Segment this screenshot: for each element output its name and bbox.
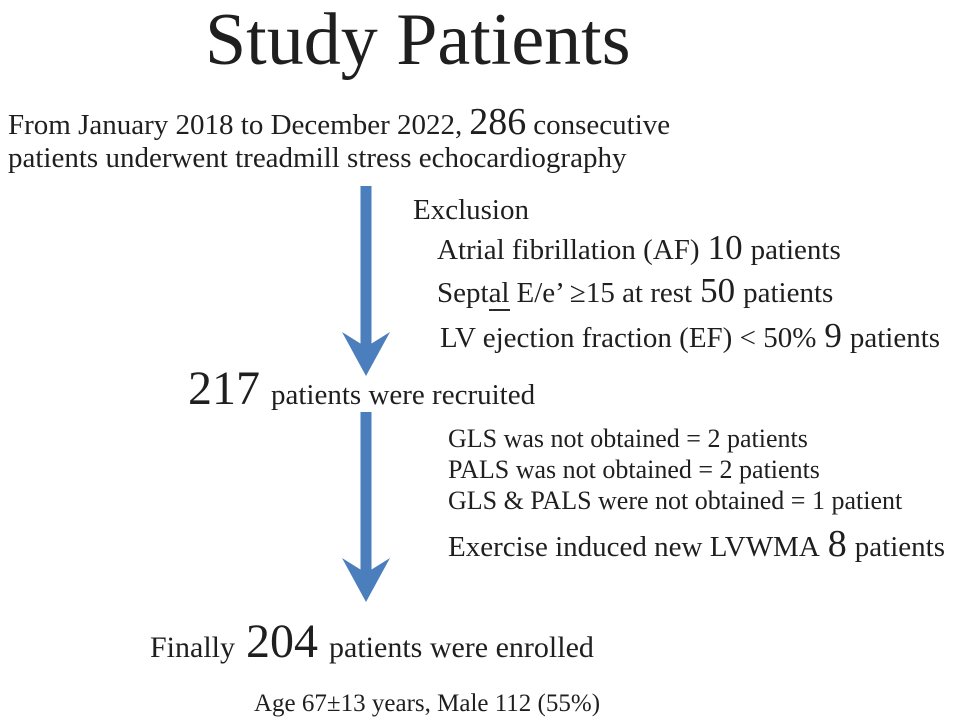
- exercise-unit: patients: [854, 531, 945, 563]
- enrolled-count: 204: [246, 615, 319, 668]
- exclusion2-block: GLS was not obtained = 2 patients PALS w…: [448, 423, 902, 516]
- recruited-line: 217 patients were recruited: [188, 365, 536, 413]
- exclusion2-line-gls-pals: GLS & PALS were not obtained = 1 patient: [448, 486, 903, 515]
- lvwma-count: 8: [827, 523, 847, 565]
- arrow-shaft: [360, 186, 372, 348]
- exclusion-item2-unit: patients: [743, 277, 834, 309]
- exclusion-item1-unit: patients: [750, 234, 841, 266]
- arrow-shaft: [360, 412, 372, 574]
- exclusion-item-septal: Septal E/e’ ≥15 at rest 50 patients: [437, 273, 834, 311]
- exclusion-label: Exclusion: [413, 194, 529, 226]
- intro-line1-suffix: consecutive: [533, 109, 671, 141]
- down-arrow-icon: [342, 186, 390, 376]
- exclusion-item-af: Atrial fibrillation (AF) 10 patients: [437, 230, 841, 268]
- intro-line-2: patients underwent treadmill stress echo…: [8, 142, 627, 174]
- demographics-line: Age 67±13 years, Male 112 (55%): [254, 690, 601, 717]
- exclusion2-line-pals: PALS was not obtained = 2 patients: [448, 455, 820, 484]
- down-arrow-icon: [342, 412, 390, 602]
- intro-line-1: From January 2018 to December 2022, 286 co…: [8, 103, 671, 143]
- recruited-text: patients were recruited: [271, 379, 536, 411]
- exclusion-item2-underlined: al: [488, 277, 510, 311]
- exclusion-item-ef: LV ejection fraction (EF) < 50% 9 patients: [440, 318, 941, 356]
- arrow-head: [342, 558, 390, 602]
- exclusion-item2-text-start: Sept: [437, 277, 489, 309]
- exclusion-item1-text: Atrial fibrillation (AF): [437, 234, 700, 266]
- ef-count: 9: [824, 316, 842, 355]
- arrow-head: [342, 332, 390, 376]
- enrolled-text-before: Finally: [150, 631, 236, 664]
- total-patients-count: 286: [469, 101, 527, 143]
- page-title: Study Patients: [205, 0, 631, 81]
- enrolled-line: Finally 204 patients were enrolled: [150, 618, 594, 667]
- exclusion-item3-text: LV ejection fraction (EF) < 50%: [440, 322, 817, 354]
- exercise-text: Exercise induced new LVWMA: [448, 531, 820, 563]
- recruited-count: 217: [188, 362, 260, 415]
- exclusion-item2-text-end: E/e’ ≥15 at rest: [516, 277, 693, 309]
- enrolled-text-after: patients were enrolled: [329, 631, 594, 664]
- af-count: 10: [707, 228, 743, 267]
- intro-line1-prefix: From January 2018 to December 2022,: [8, 109, 463, 141]
- septal-count: 50: [700, 271, 736, 310]
- exclusion-item3-unit: patients: [849, 322, 941, 354]
- exclusion2-exercise-line: Exercise induced new LVWMA 8 patients: [448, 525, 945, 565]
- exclusion2-line-gls: GLS was not obtained = 2 patients: [448, 424, 808, 453]
